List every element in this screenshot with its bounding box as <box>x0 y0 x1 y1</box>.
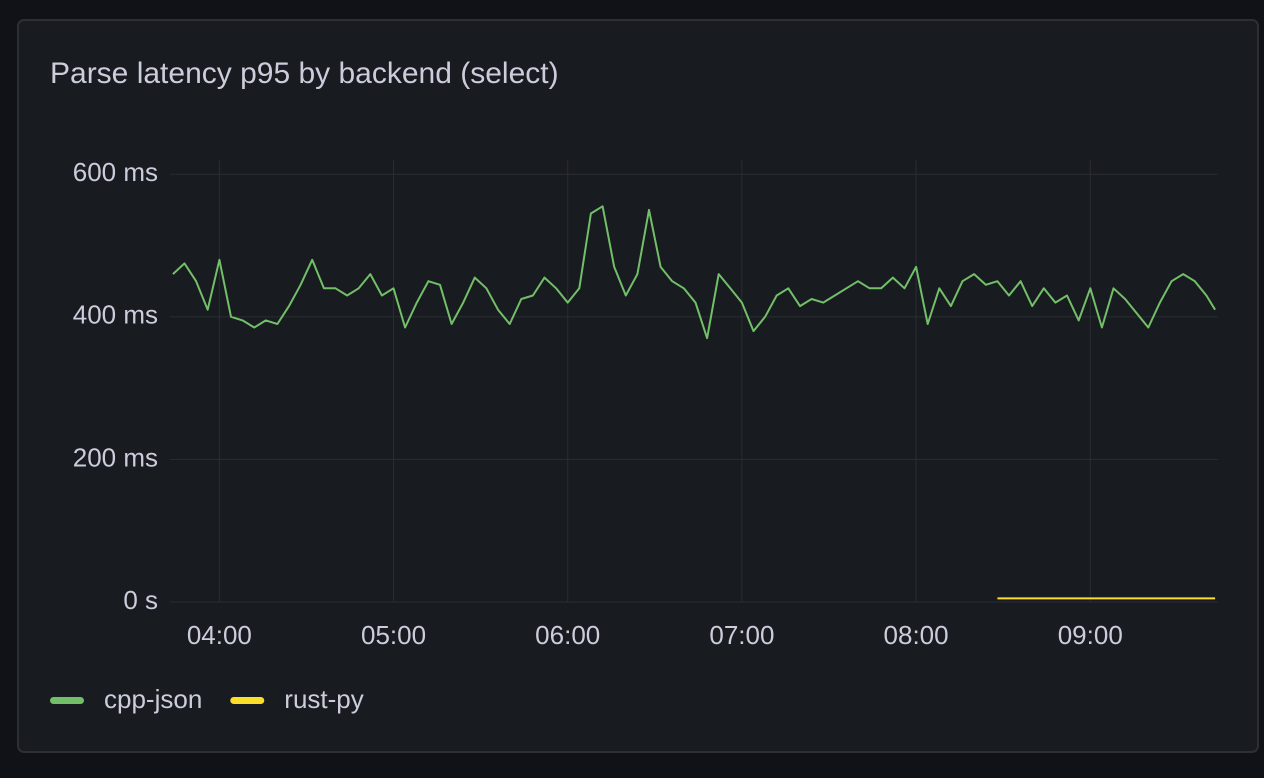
y-tick-label: 400 ms <box>73 300 158 330</box>
y-tick-label: 200 ms <box>73 442 158 472</box>
chart-title: Parse latency p95 by backend (select) <box>50 57 559 90</box>
x-tick-label: 08:00 <box>884 620 949 650</box>
x-tick-label: 06:00 <box>535 620 600 650</box>
x-tick-label: 09:00 <box>1058 620 1123 650</box>
legend-swatch <box>230 697 265 704</box>
legend-label: cpp-json <box>104 684 202 714</box>
panel <box>17 19 1259 753</box>
x-tick-label: 07:00 <box>709 620 774 650</box>
x-tick-label: 04:00 <box>187 620 252 650</box>
legend-label: rust-py <box>284 684 363 714</box>
legend-swatch <box>50 697 84 704</box>
series-line <box>172 205 1216 340</box>
y-tick-label: 600 ms <box>73 157 158 187</box>
x-tick-label: 05:00 <box>361 620 426 650</box>
y-tick-label: 0 s <box>123 585 158 615</box>
